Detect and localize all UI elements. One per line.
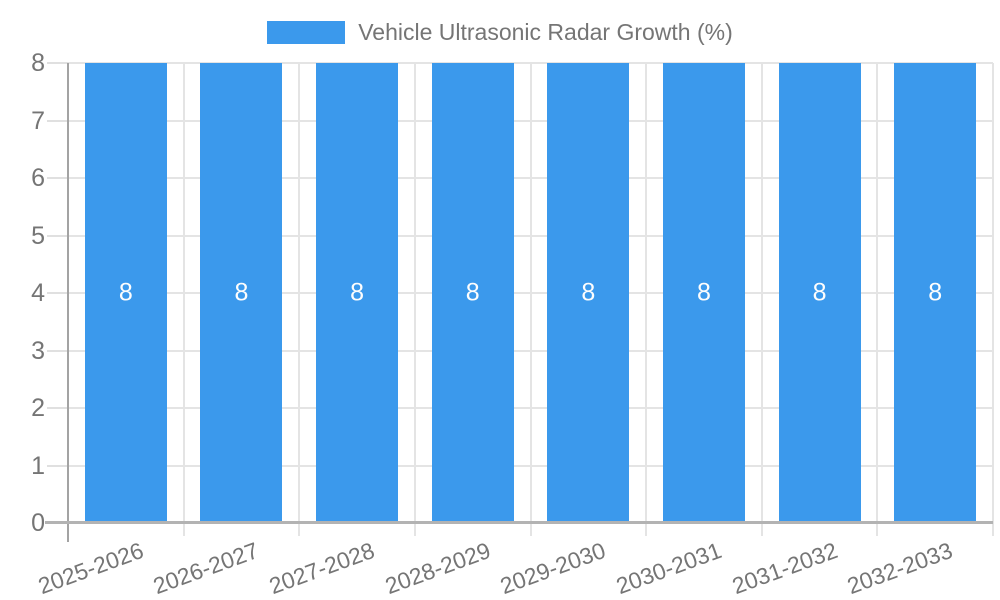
gridline-vertical xyxy=(876,63,879,536)
x-axis-line xyxy=(45,521,993,524)
y-axis-label: 4 xyxy=(31,279,45,307)
bar-value-label: 8 xyxy=(812,278,827,307)
bar-value-label: 8 xyxy=(581,278,596,307)
y-axis-tick xyxy=(47,119,68,122)
y-axis-label: 2 xyxy=(31,394,45,422)
gridline-vertical xyxy=(992,63,994,536)
legend-swatch-icon xyxy=(267,20,346,44)
x-axis-label: 2026-2027 xyxy=(150,537,263,600)
gridline-vertical xyxy=(760,63,763,536)
bar[interactable]: 8 xyxy=(200,63,283,523)
y-axis-label: 7 xyxy=(31,106,45,135)
bar[interactable]: 8 xyxy=(547,63,630,523)
bar-value-label: 8 xyxy=(928,278,943,307)
bar-value-label: 8 xyxy=(234,278,249,307)
y-axis-label: 0 xyxy=(31,509,45,537)
gridline-vertical xyxy=(413,63,416,536)
bar-value-label: 8 xyxy=(696,278,711,307)
x-axis-label: 2030-2031 xyxy=(612,537,725,600)
y-axis-tick xyxy=(47,349,68,352)
y-axis-label: 1 xyxy=(31,451,45,480)
bar[interactable]: 8 xyxy=(431,63,514,523)
y-axis-label: 6 xyxy=(31,164,45,192)
bar-value-label: 8 xyxy=(465,278,480,307)
bar-value-label: 8 xyxy=(350,278,365,307)
y-axis-label: 3 xyxy=(31,336,45,365)
y-axis-label: 8 xyxy=(31,49,45,77)
gridline-vertical xyxy=(298,63,301,536)
x-axis-label: 2031-2032 xyxy=(728,537,841,600)
bar[interactable]: 8 xyxy=(84,63,167,523)
bar[interactable]: 8 xyxy=(778,63,861,523)
bar[interactable]: 8 xyxy=(662,63,745,523)
y-axis-tick xyxy=(47,464,68,467)
legend-label: Vehicle Ultrasonic Radar Growth (%) xyxy=(358,18,733,45)
plot-area: 8 8 8 8 8 8 8 8 2025-2026 2026-2027 2027-2028 2028-… xyxy=(34,62,994,599)
gridline-vertical xyxy=(182,63,185,536)
y-axis-tick xyxy=(47,407,68,409)
y-axis-line xyxy=(67,63,69,542)
bar-value-label: 8 xyxy=(118,278,133,307)
y-axis-tick xyxy=(47,177,68,179)
y-axis-tick xyxy=(47,62,68,64)
x-axis-label: 2029-2030 xyxy=(496,537,610,600)
bar[interactable]: 8 xyxy=(316,63,399,523)
y-axis-tick xyxy=(47,292,68,294)
gridline-vertical xyxy=(529,63,532,536)
x-axis-label: 2032-2033 xyxy=(843,537,957,600)
y-axis-label: 5 xyxy=(31,221,45,250)
gridline-vertical xyxy=(645,63,648,536)
x-axis-label: 2027-2028 xyxy=(265,537,378,600)
x-axis-label: 2025-2026 xyxy=(34,537,147,600)
legend[interactable]: Vehicle Ultrasonic Radar Growth (%) xyxy=(0,18,1000,46)
bar[interactable]: 8 xyxy=(894,63,977,523)
y-axis-tick xyxy=(47,234,68,237)
x-axis-label: 2028-2029 xyxy=(381,537,494,600)
